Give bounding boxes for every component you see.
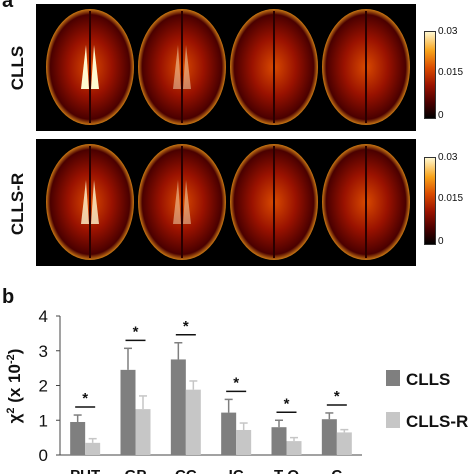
bar-clls	[170, 359, 186, 455]
colorbar-min-label: 0	[438, 236, 444, 247]
bar-clls	[221, 412, 237, 455]
colorbar-max-label: 0.03	[438, 152, 458, 163]
bar-clls	[321, 419, 337, 455]
bar-clls-r	[85, 442, 101, 455]
x-tick-label: CC	[175, 467, 197, 474]
ventricle-bright	[91, 45, 99, 89]
significance-star: *	[183, 318, 189, 335]
significance-star: *	[133, 323, 139, 340]
ventricle-bright	[183, 180, 191, 224]
colorbar-clls-r	[424, 157, 436, 245]
colorbar-max-label: 0.03	[438, 26, 458, 37]
ventricle-bright	[81, 45, 89, 89]
significance-star: *	[82, 390, 88, 407]
bar-clls	[70, 421, 86, 455]
ventricle-bright	[173, 180, 181, 224]
ventricle-bright	[183, 45, 191, 89]
ventricle-bright	[81, 180, 89, 224]
brain-slices-clls	[46, 9, 410, 125]
legend-swatch-clls-r	[386, 412, 400, 428]
colorbar-clls	[424, 31, 436, 119]
bar-clls-r	[185, 389, 201, 455]
colorbar-min-label: 0	[438, 110, 444, 121]
bar-clls-r	[286, 441, 302, 455]
colorbar-mid-label: 0.015	[438, 67, 464, 78]
panel-b-letter: b	[2, 286, 15, 308]
y-tick-label: 4	[39, 307, 48, 326]
x-tick-label: C	[331, 467, 342, 474]
y-tick-label: 3	[39, 342, 48, 361]
bar-clls-r	[336, 432, 352, 455]
significance-star: *	[334, 388, 340, 405]
legend-label: CLLS	[406, 370, 450, 389]
bar-clls-r	[236, 429, 252, 455]
brain-slices-clls-r	[46, 144, 410, 260]
y-tick-label: 2	[39, 377, 48, 396]
y-axis-label: χ2 (x 10-2)	[5, 349, 24, 424]
x-tick-label: PUT	[70, 467, 100, 474]
x-tick-label: GP	[125, 467, 147, 474]
bar-clls-r	[135, 409, 151, 455]
ventricle-bright	[91, 180, 99, 224]
x-tick-label: T-O	[274, 467, 299, 474]
brain-image-strip-clls	[36, 4, 416, 131]
ventricle-bright	[173, 45, 181, 89]
significance-star: *	[233, 374, 239, 391]
y-tick-label: 0	[39, 446, 48, 465]
bar-clls	[271, 427, 287, 455]
x-tick-label: IC	[229, 467, 244, 474]
legend-label: CLLS-R	[406, 412, 468, 431]
brain-image-strip-clls-r	[36, 139, 416, 266]
y-tick-label: 1	[39, 411, 48, 430]
significance-star: *	[284, 395, 290, 412]
colorbar-mid-label: 0.015	[438, 193, 464, 204]
legend-swatch-clls	[386, 370, 400, 386]
bar-clls	[120, 369, 136, 455]
panel-a-letter: a	[2, 0, 14, 12]
